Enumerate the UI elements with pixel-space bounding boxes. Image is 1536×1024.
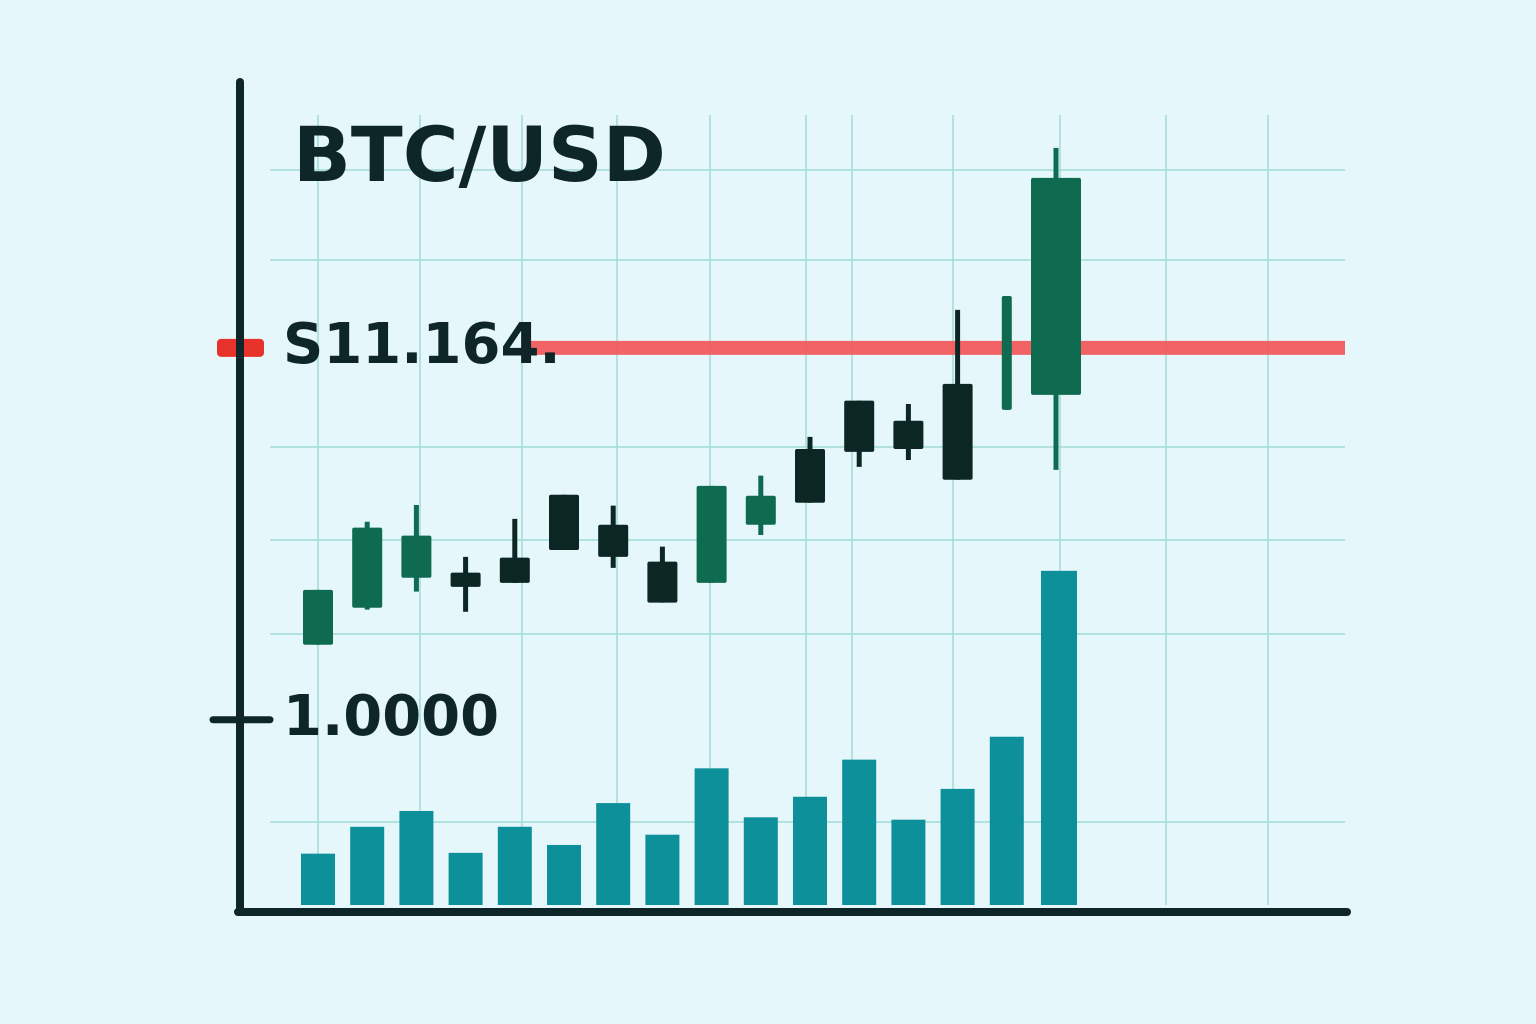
candle-body: [942, 383, 973, 480]
volume-bar: [301, 853, 335, 905]
volume-bar: [891, 819, 926, 905]
volume-bar: [448, 852, 483, 905]
volume-bar: [842, 759, 877, 905]
volume-bar: [743, 817, 778, 905]
volume-bar: [793, 796, 827, 905]
volume-bar: [350, 826, 385, 905]
volume-bar: [399, 810, 434, 905]
volume-bar: [547, 844, 581, 905]
volume-bar: [940, 788, 975, 905]
candle-body: [352, 527, 383, 608]
candle-body: [499, 557, 530, 583]
y-tick-label: S11.164.: [283, 312, 561, 377]
candle-body: [1031, 177, 1081, 395]
candle-body: [549, 494, 579, 550]
candle-body: [303, 589, 333, 645]
volume-bar: [694, 768, 729, 905]
volume-bar: [497, 826, 532, 905]
chart-title: BTC/USD: [293, 110, 666, 199]
candle-body: [844, 400, 875, 452]
volume-bar: [1041, 570, 1077, 905]
candle-body: [745, 495, 776, 525]
candle-body: [795, 448, 825, 503]
volume-bar: [989, 736, 1024, 905]
candle-body: [696, 485, 727, 583]
volume-bar: [596, 803, 631, 905]
candle-body: [1001, 296, 1012, 410]
candle-body: [401, 535, 432, 578]
candle-body: [893, 420, 924, 449]
candle-body: [450, 572, 481, 587]
y-tick-label: 1.0000: [283, 684, 499, 749]
candle-body: [598, 524, 629, 557]
candle-body: [647, 561, 678, 603]
volume-bar: [645, 834, 680, 905]
